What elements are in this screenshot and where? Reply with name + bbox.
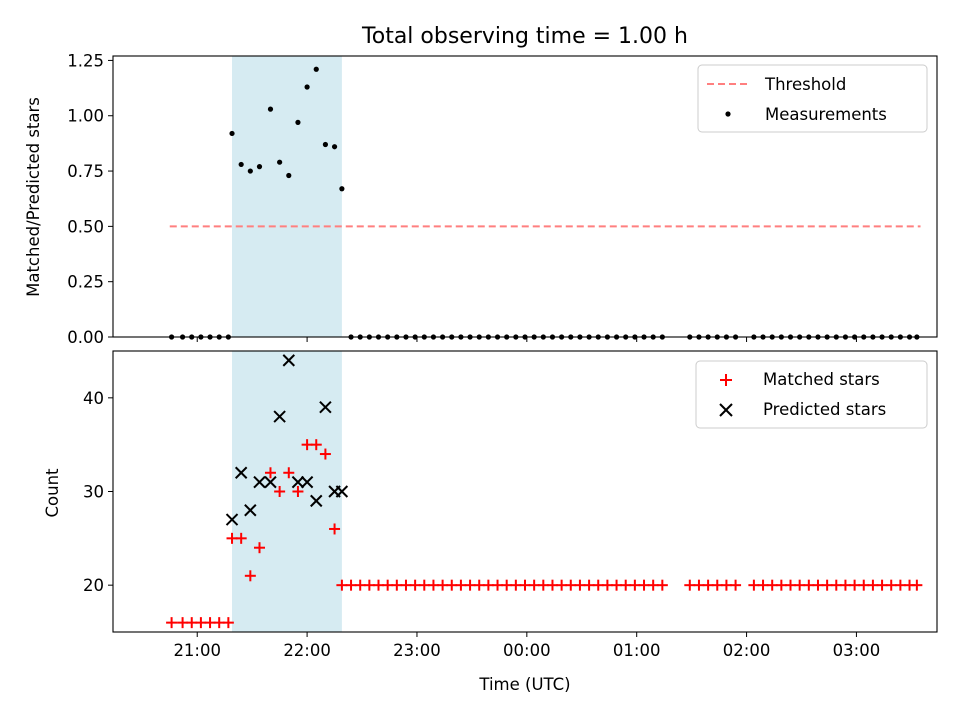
top-y-tick-label: 0.50 (67, 217, 104, 236)
predicted-star-point (264, 475, 277, 489)
top-highlight-band-group (232, 56, 342, 337)
predicted-star-point (234, 466, 248, 479)
predicted-star-point (310, 494, 323, 508)
bottom-highlight-band (232, 351, 342, 632)
bottom-x-tick-label: 23:00 (393, 641, 441, 660)
matched-star-point (310, 439, 322, 451)
legend-matched-swatch (720, 374, 732, 386)
bottom-x-tick-label: 01:00 (613, 641, 661, 660)
measurement-point (313, 66, 319, 72)
legend-predicted-label: Predicted stars (763, 400, 886, 419)
top-y-tick-label: 0.75 (67, 162, 104, 181)
top-y-tick-label: 1.25 (67, 51, 104, 70)
matched-star-point (235, 532, 247, 544)
bottom-y-ticks-group: 20 30 40 (83, 389, 113, 595)
measurement-point (277, 159, 283, 165)
bottom-highlight-band-group (232, 351, 342, 632)
legend-measurements-label: Measurements (765, 105, 887, 124)
bottom-legend: Matched stars Predicted stars (695, 360, 928, 429)
predicted-star-point (244, 504, 257, 517)
top-y-axis-label: Matched/Predicted stars (24, 97, 43, 297)
bottom-x-ticks-group: 21:00 22:00 23:00 00:00 01:00 02:00 03:00 (173, 632, 880, 660)
matched-star-point (253, 542, 265, 554)
measurement-point (229, 130, 235, 137)
predicted-star-stroke-b (300, 475, 314, 489)
measurement-point (295, 119, 301, 125)
predicted-star-stroke-b (264, 475, 277, 489)
top-y-tick-label: 0.00 (67, 328, 104, 347)
predicted-star-point (291, 475, 305, 489)
matched-star-point (274, 486, 286, 497)
measurement-point (304, 84, 310, 90)
bottom-x-tick-label: 21:00 (173, 641, 221, 660)
predicted-star-point (282, 354, 295, 367)
legend-measurements-swatch (725, 111, 731, 117)
measurement-point (247, 168, 253, 174)
predicted-star-stroke-b (244, 504, 257, 517)
predicted-star-point (273, 410, 286, 423)
matched-star-point (166, 617, 178, 629)
predicted-star-point (225, 513, 239, 526)
top-highlight-band (232, 56, 342, 337)
predicted-star-stroke-b (253, 475, 266, 489)
measurement-point (331, 144, 338, 150)
bottom-x-tick-label: 02:00 (723, 641, 771, 660)
matched-star-point (319, 448, 331, 460)
legend-matched-label: Matched stars (763, 370, 880, 389)
bottom-x-tick-label: 03:00 (833, 641, 881, 660)
predicted-star-stroke-b (225, 513, 239, 526)
matched-star-point (244, 570, 256, 582)
top-y-tick-label: 0.25 (67, 273, 104, 292)
matched-star-point (730, 579, 742, 591)
predicted-star-stroke-b (273, 410, 286, 423)
top-legend: Threshold Measurements (697, 64, 928, 133)
x-axis-label: Time (UTC) (478, 675, 570, 694)
top-panel: Total observing time = 1.00 h 0.000.250.… (24, 24, 938, 347)
predicted-star-point (319, 400, 332, 414)
predicted-star-point (300, 475, 314, 489)
bottom-points-group (166, 354, 923, 629)
top-x-ticks-group (196, 337, 857, 342)
top-legend-box (697, 64, 928, 133)
predicted-star-stroke-b (335, 485, 349, 498)
matched-star-point (911, 579, 923, 591)
top-y-ticks-group: 0.00 0.25 0.50 0.75 1.00 1.25 (67, 51, 113, 347)
top-y-tick-label: 1.00 (67, 107, 104, 126)
matched-star-point (292, 486, 304, 497)
predicted-star-stroke-b (234, 466, 248, 479)
predicted-star-stroke-b (310, 494, 323, 508)
predicted-star-point (335, 485, 349, 498)
top-axes-frame (112, 55, 938, 338)
measurement-point (267, 106, 274, 112)
matched-star-point (283, 467, 295, 479)
matched-star-point (329, 523, 341, 535)
matched-star-point (264, 467, 276, 479)
bottom-legend-box (695, 360, 928, 429)
predicted-star-point (253, 475, 266, 489)
matched-star-point (222, 617, 234, 629)
measurement-point (256, 164, 263, 170)
legend-threshold-label: Threshold (764, 75, 846, 94)
bottom-y-tick-label: 40 (83, 389, 104, 408)
chart-title: Total observing time = 1.00 h (361, 24, 688, 49)
legend-predicted-swatch (719, 403, 733, 417)
bottom-y-axis-label: Count (43, 468, 62, 518)
predicted-star-stroke-b (291, 475, 305, 489)
predicted-star-stroke-b (282, 354, 295, 367)
bottom-x-tick-label: 22:00 (283, 641, 331, 660)
bottom-y-tick-label: 20 (83, 576, 104, 595)
bottom-panel: 20 30 40 21:00 22:00 23:00 00:00 01:00 02:00 03:… (43, 350, 938, 694)
bottom-x-tick-label: 00:00 (503, 641, 551, 660)
bottom-y-tick-label: 30 (83, 483, 104, 502)
matched-star-point (656, 579, 668, 591)
measurement-point (322, 141, 329, 148)
measurement-point (286, 172, 292, 179)
measurement-point (339, 186, 345, 192)
measurement-point (238, 161, 244, 168)
predicted-star-stroke-b (319, 400, 332, 414)
